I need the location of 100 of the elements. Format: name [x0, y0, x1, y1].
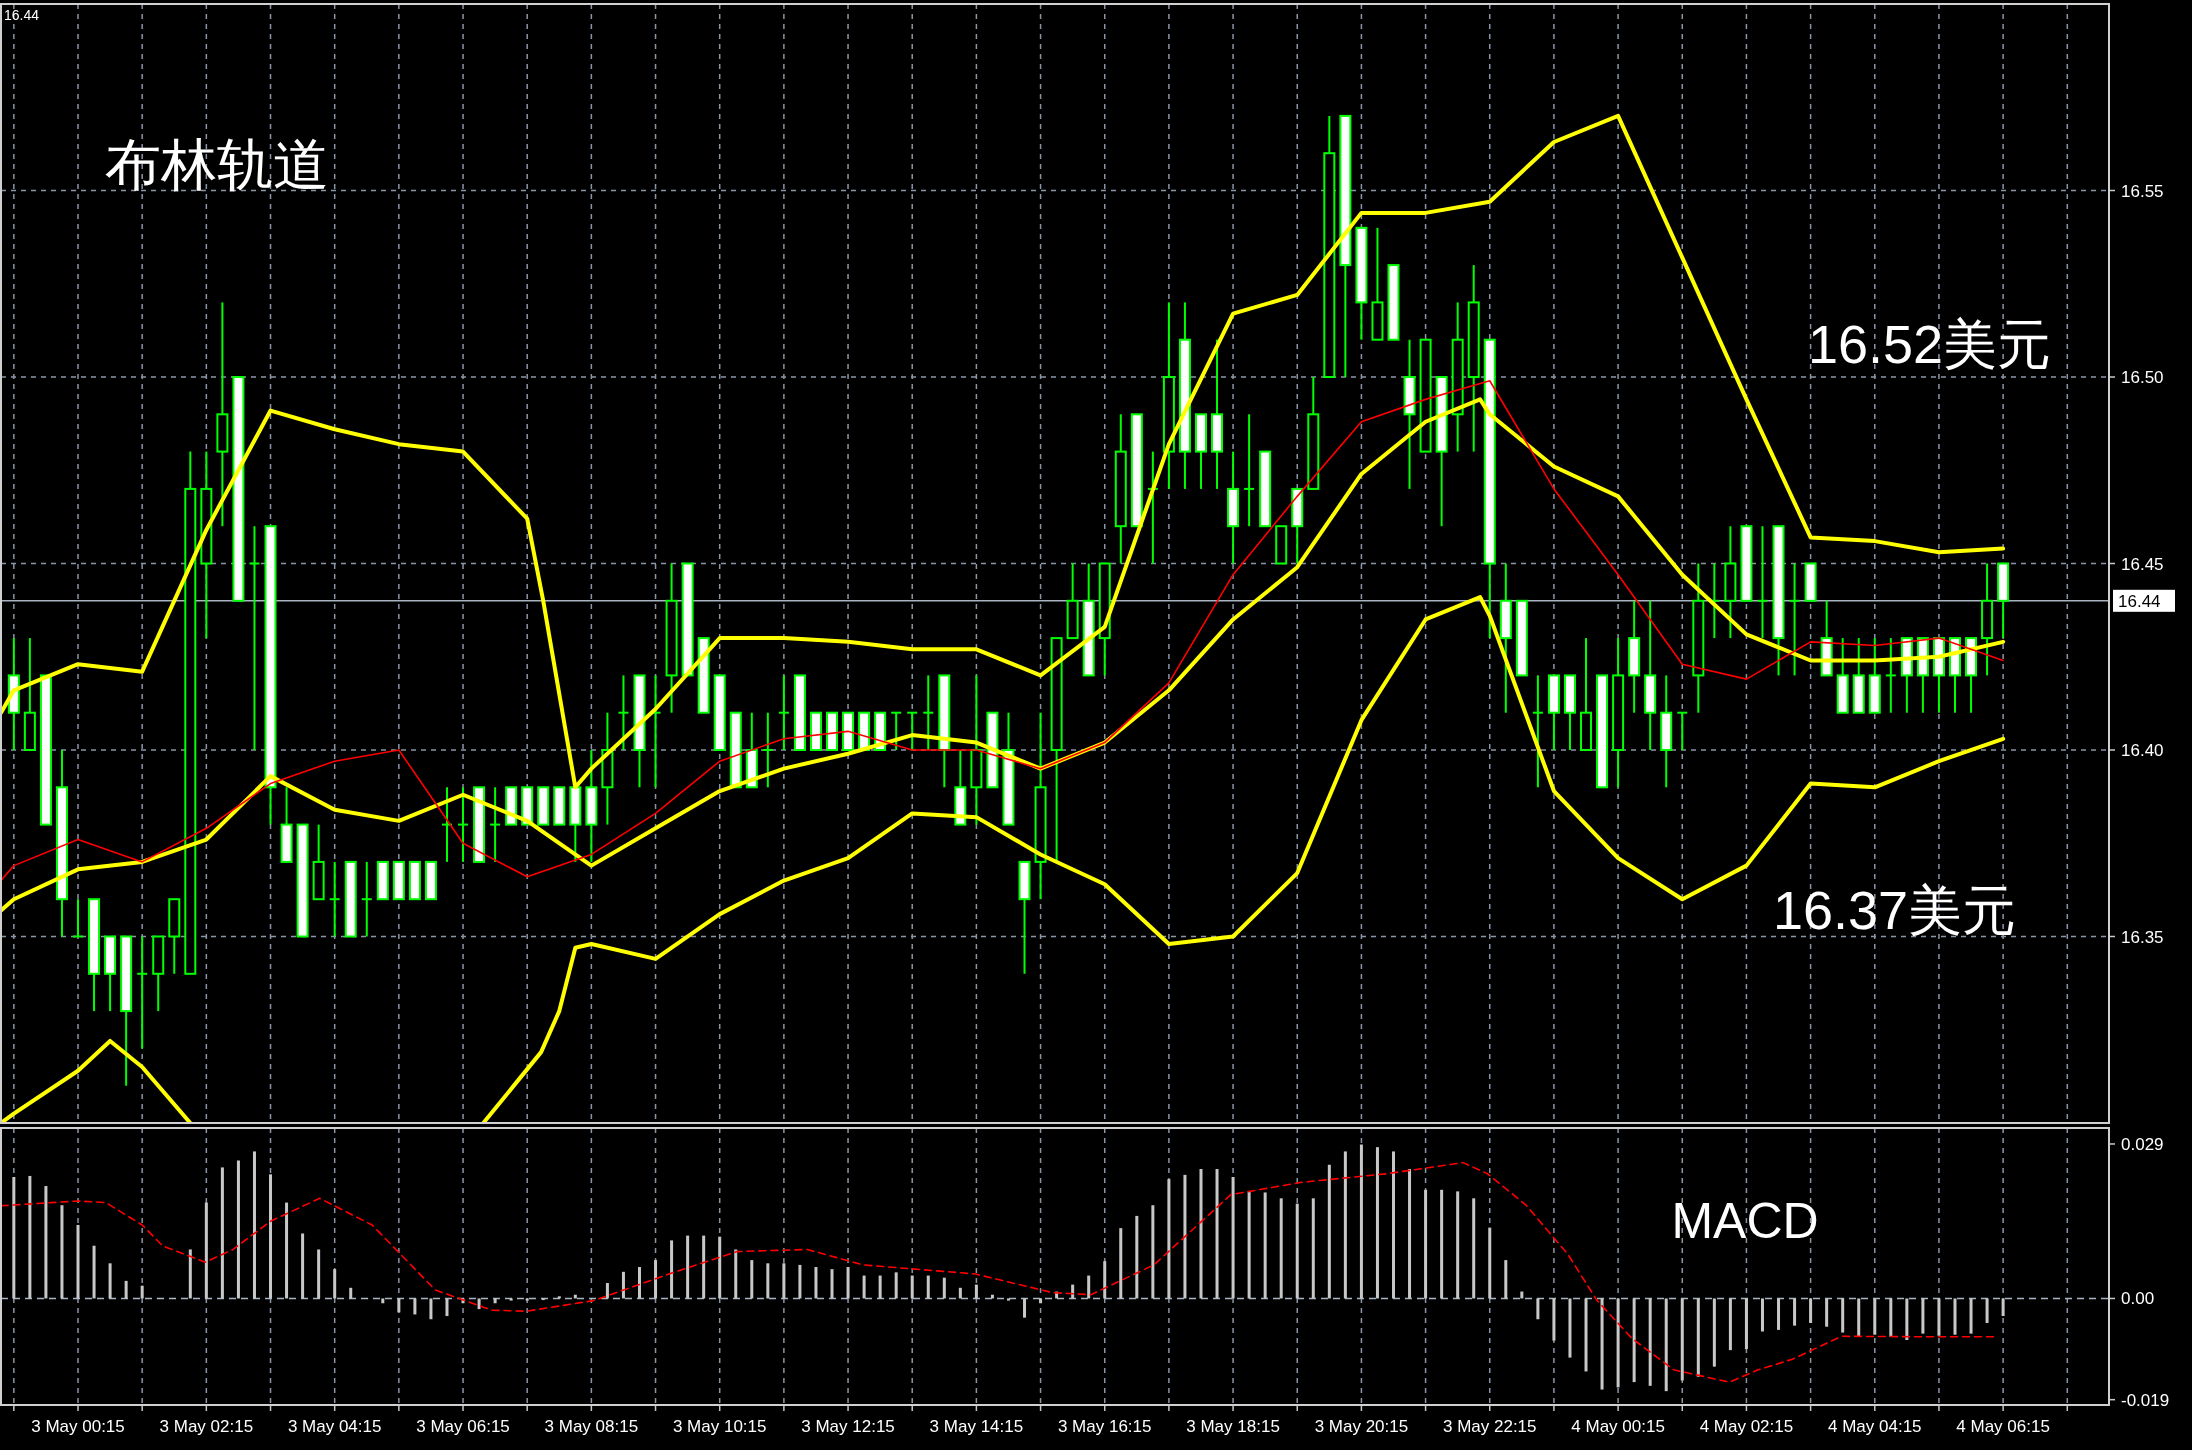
bar [1023, 1298, 1027, 1318]
annotation: 16.37美元 [1773, 880, 2017, 940]
bar [1696, 1298, 1700, 1377]
bar [750, 1260, 754, 1299]
bar [734, 1249, 738, 1299]
x-tick-label: 4 May 02:15 [1699, 1417, 1794, 1436]
bar [1680, 1298, 1684, 1381]
bar [1215, 1169, 1219, 1299]
bar [718, 1236, 722, 1299]
bar [958, 1287, 962, 1299]
bar [1408, 1169, 1412, 1299]
bar [1103, 1261, 1107, 1299]
bar [2001, 1298, 2005, 1317]
bar [1183, 1174, 1187, 1299]
bar [124, 1280, 128, 1299]
x-tick-label: 3 May 10:15 [672, 1417, 767, 1436]
bar [1424, 1189, 1428, 1299]
x-tick-label: 3 May 12:15 [801, 1417, 895, 1436]
bar [1119, 1228, 1123, 1299]
bar [76, 1224, 80, 1299]
bar [1744, 1298, 1748, 1350]
bar [910, 1275, 914, 1299]
bar [814, 1267, 818, 1299]
bar [1937, 1298, 1941, 1336]
y-tick-label: 0.00 [2121, 1289, 2155, 1309]
annotation: 16.52美元 [1808, 314, 2052, 374]
x-tick-label: 4 May 00:15 [1571, 1417, 1665, 1436]
x-tick-label: 3 May 18:15 [1186, 1417, 1280, 1436]
bar [1793, 1298, 1797, 1326]
bar [28, 1175, 32, 1299]
bar [686, 1235, 690, 1299]
bar [269, 1174, 273, 1299]
bar [1648, 1298, 1652, 1386]
bar [140, 1285, 144, 1299]
bar [1327, 1164, 1331, 1299]
bar [301, 1233, 305, 1299]
bar [1777, 1298, 1781, 1330]
bar [509, 1298, 513, 1301]
x-tick-label: 3 May 04:15 [287, 1417, 382, 1436]
x-tick-label: 3 May 16:15 [1057, 1417, 1152, 1436]
bar [1969, 1298, 1973, 1334]
x-tick-label: 4 May 06:15 [1956, 1417, 2050, 1436]
bar [1841, 1298, 1845, 1333]
bar [188, 1249, 192, 1299]
bar [1921, 1298, 1925, 1334]
bar [1760, 1298, 1764, 1332]
bar [1456, 1191, 1460, 1299]
bar [1440, 1189, 1444, 1299]
y-tick-label: 16.50 [2121, 368, 2164, 387]
bar [942, 1277, 946, 1299]
bar [1247, 1191, 1251, 1299]
x-tick-label: 3 May 00:15 [31, 1417, 125, 1436]
bar [878, 1275, 882, 1299]
bar [1359, 1144, 1363, 1299]
bar [1263, 1192, 1267, 1299]
bar [413, 1298, 417, 1315]
bar [1199, 1169, 1203, 1299]
bar [1857, 1298, 1861, 1337]
text: 布林轨道 [105, 133, 329, 196]
bar [333, 1269, 337, 1299]
bar [846, 1267, 850, 1299]
bar [1343, 1151, 1347, 1299]
y-tick-label: 0.029 [2121, 1134, 2164, 1154]
y-tick-label: 16.35 [2121, 927, 2164, 947]
bar [1905, 1298, 1909, 1341]
bar [1135, 1215, 1139, 1299]
y-tick-label: 16.55 [2121, 181, 2164, 201]
bar [92, 1245, 96, 1299]
bar [1231, 1177, 1235, 1299]
bar [525, 1298, 529, 1301]
x-tick-label: 3 May 08:15 [544, 1417, 639, 1436]
bar [1392, 1151, 1395, 1299]
x-tick-label: 4 May 04:15 [1828, 1417, 1922, 1436]
y-tick-label: 16.40 [2121, 741, 2164, 760]
x-tick-label: 3 May 02:15 [159, 1417, 254, 1436]
bar [1873, 1298, 1877, 1335]
bar [1632, 1298, 1636, 1383]
bar [429, 1298, 433, 1320]
x-tick-label: 3 May 20:15 [1314, 1417, 1409, 1436]
y-tick-label: -0.019 [2121, 1390, 2170, 1410]
bar [782, 1263, 786, 1299]
bar [1616, 1298, 1620, 1388]
bar [1167, 1179, 1171, 1299]
bar [1536, 1298, 1540, 1320]
bar [285, 1202, 289, 1299]
bar [108, 1263, 112, 1299]
bar [766, 1263, 770, 1299]
bar [654, 1260, 658, 1299]
bar [1825, 1298, 1829, 1327]
bar [605, 1283, 609, 1299]
bar [798, 1264, 802, 1299]
bar [44, 1186, 48, 1299]
bar [974, 1284, 978, 1299]
bar [1568, 1298, 1572, 1358]
bar [493, 1298, 497, 1304]
bar [1953, 1298, 1957, 1335]
bar [1375, 1147, 1379, 1299]
bar [1504, 1260, 1508, 1299]
bar [894, 1272, 898, 1299]
bar [381, 1298, 385, 1304]
